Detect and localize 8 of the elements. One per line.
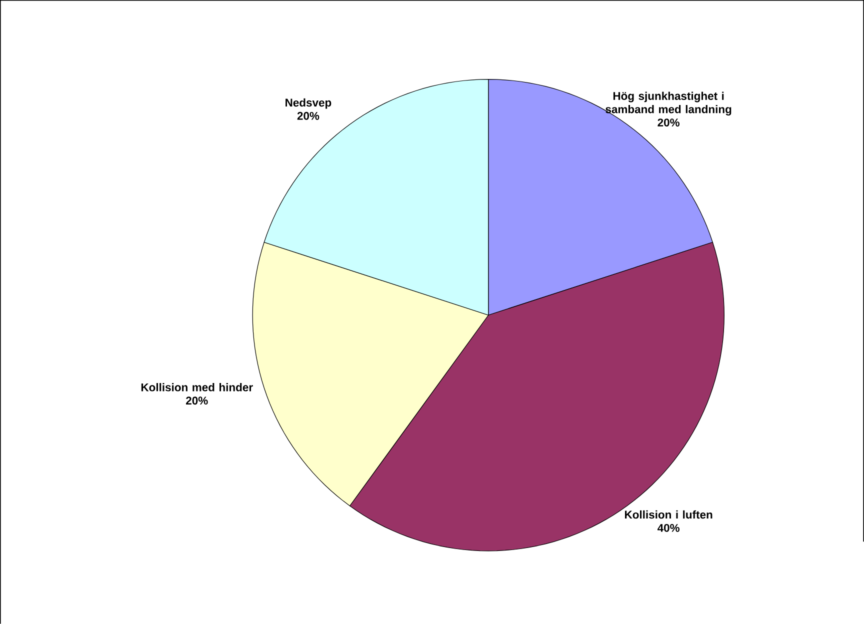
slice-label: Kollision i luften <box>625 510 712 519</box>
data-label: 20% <box>297 112 320 120</box>
slice-label: Nedsvep <box>286 98 332 109</box>
slice-label: Kollision med hinder <box>141 383 253 392</box>
data-label: 20% <box>658 118 680 126</box>
data-label: 40% <box>657 524 680 532</box>
data-label: 20% <box>186 396 208 405</box>
slice-label: Hög sjunkhastighet i samband med landning <box>606 92 732 116</box>
